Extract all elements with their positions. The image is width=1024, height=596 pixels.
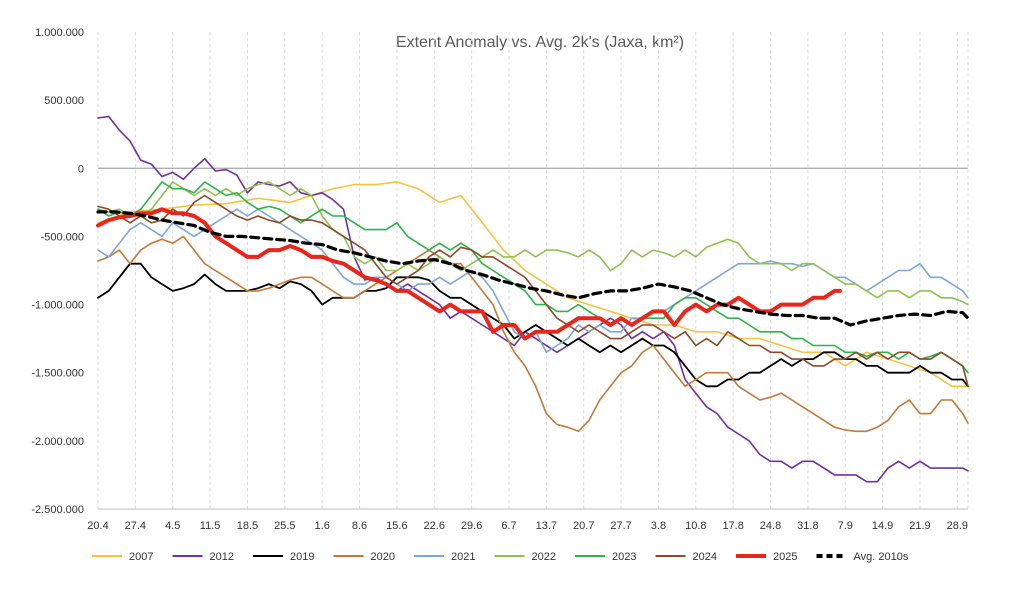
x-tick-label: 28.9	[947, 520, 968, 532]
series-line-2020	[97, 235, 969, 433]
x-tick-label: 31.8	[797, 520, 818, 532]
y-tick-label: -2.000.000	[31, 436, 84, 448]
x-tick-label: 14.9	[872, 520, 893, 532]
legend-label: 2020	[371, 551, 395, 563]
legend-label: 2007	[129, 551, 153, 563]
x-tick-label: 4.5	[165, 520, 180, 532]
axis-layer: 1.000.000 500.000 0 -500.000 -1.000.000 -1.50…	[31, 27, 968, 532]
y-tick-label: -2.500.000	[31, 504, 84, 516]
series-line-2023	[97, 181, 969, 374]
x-tick-label: 7.9	[838, 520, 853, 532]
series-layer	[96, 115, 970, 483]
x-tick-label: 18.5	[237, 520, 258, 532]
x-tick-label: 17.8	[722, 520, 743, 532]
legend: 2007 2012 2019 2020 2021 2022 2023 2024 2025 Avg.…	[92, 551, 909, 563]
x-tick-label: 29.6	[461, 520, 482, 532]
legend-label: 2019	[290, 551, 314, 563]
x-tick-label: 10.8	[685, 520, 706, 532]
series-line-2012	[97, 115, 969, 483]
y-tick-label: 1.000.000	[35, 27, 84, 39]
x-tick-label: 25.5	[274, 520, 295, 532]
x-tick-label: 3.8	[651, 520, 666, 532]
legend-label: 2021	[451, 551, 475, 563]
y-tick-label: -500.000	[41, 231, 84, 243]
x-tick-label: 11.5	[200, 520, 221, 532]
series-line-avg-2010s	[96, 210, 970, 327]
series-line-2024	[97, 194, 969, 388]
series-line-2022	[97, 181, 969, 306]
x-tick-label: 20.4	[87, 520, 108, 532]
x-tick-label: 27.4	[125, 520, 146, 532]
x-tick-label: 27.7	[610, 520, 631, 532]
y-tick-label: -1.000.000	[31, 300, 84, 312]
series-line-2021	[97, 208, 969, 354]
series-line-2019	[97, 262, 969, 388]
series-line-2007	[97, 181, 969, 388]
x-tick-label: 22.6	[424, 520, 445, 532]
x-tick-label: 8.6	[352, 520, 367, 532]
legend-label: 2024	[693, 551, 717, 563]
x-tick-label: 1.6	[315, 520, 330, 532]
legend-label: 2025	[773, 551, 797, 563]
legend-label: Avg. 2010s	[854, 551, 909, 563]
grid-layer	[97, 32, 969, 509]
x-tick-label: 20.7	[573, 520, 594, 532]
y-tick-label: 0	[78, 163, 84, 175]
legend-label: 2012	[210, 551, 234, 563]
x-tick-label: 13.7	[536, 520, 557, 532]
legend-label: 2023	[612, 551, 636, 563]
x-tick-label: 6.7	[501, 520, 516, 532]
chart-title: Extent Anomaly vs. Avg. 2k's (Jaxa, km²)	[396, 34, 684, 51]
y-tick-label: 500.000	[44, 95, 84, 107]
x-tick-label: 24.8	[760, 520, 781, 532]
legend-label: 2022	[532, 551, 556, 563]
x-tick-label: 15.6	[386, 520, 407, 532]
y-tick-label: -1.500.000	[31, 368, 84, 380]
x-tick-label: 21.9	[909, 520, 930, 532]
